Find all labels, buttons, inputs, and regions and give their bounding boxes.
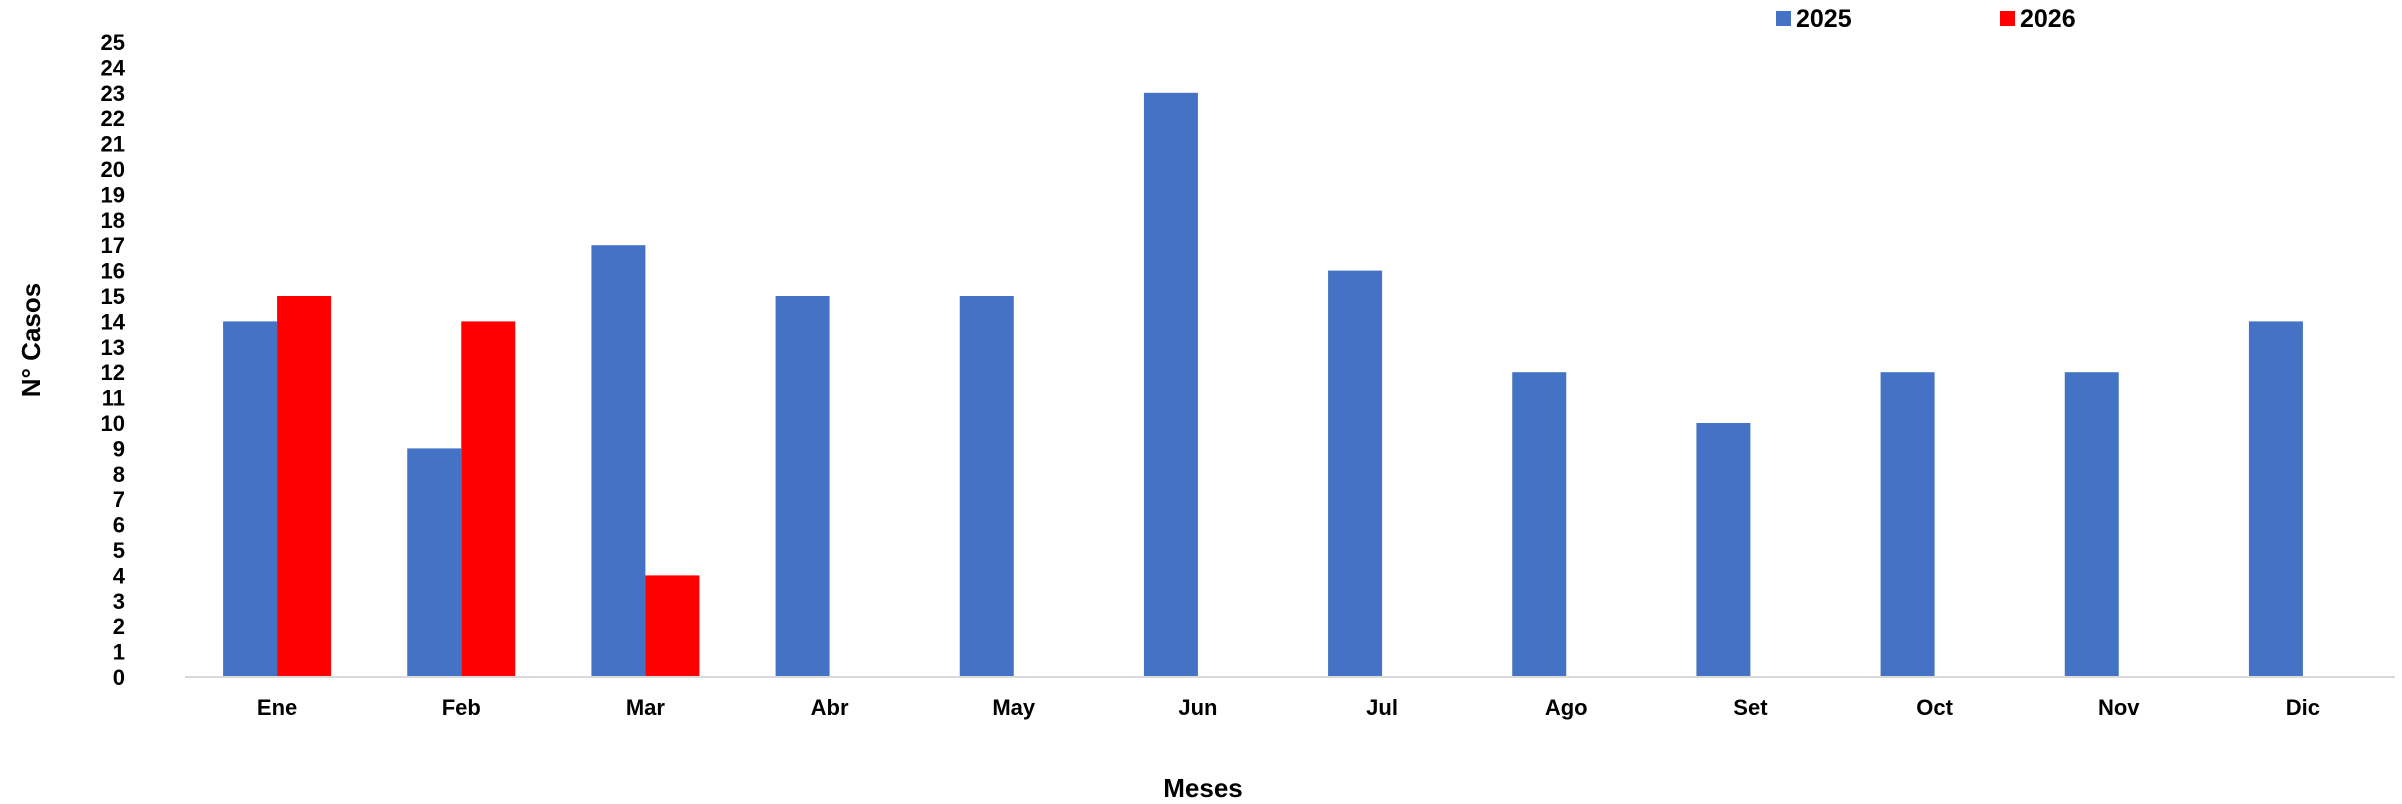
x-tick-label: Oct: [1916, 695, 1953, 720]
y-tick-label: 6: [113, 513, 125, 538]
bar-2025-dic: [2248, 321, 2303, 677]
y-tick-label: 11: [102, 386, 125, 411]
y-tick-label: 16: [101, 259, 125, 284]
x-tick-label: Dic: [2286, 695, 2320, 720]
bar-2025-feb: [407, 448, 462, 677]
y-tick-label: 22: [101, 106, 125, 131]
x-tick-label: Jun: [1178, 695, 1217, 720]
y-tick-label: 19: [101, 182, 125, 207]
bar-2025-may: [959, 296, 1014, 677]
y-tick-label: 23: [101, 81, 125, 106]
bars: [223, 92, 2303, 678]
x-tick-label: Set: [1733, 695, 1768, 720]
y-tick-label: 7: [113, 487, 125, 512]
y-tick-label: 13: [101, 335, 125, 360]
bar-2026-feb: [461, 321, 516, 677]
y-tick-label: 10: [101, 411, 125, 436]
bar-2025-set: [1696, 423, 1751, 677]
bar-2025-ago: [1512, 372, 1567, 677]
bar-2025-ene: [223, 321, 278, 677]
y-tick-label: 3: [113, 589, 125, 614]
x-axis-title: Meses: [1163, 773, 1243, 803]
y-tick-label: 4: [113, 563, 126, 588]
y-axis-ticks: 0123456789101112131415161718192021222324…: [101, 30, 126, 690]
bar-2025-mar: [591, 245, 646, 677]
x-tick-label: Nov: [2098, 695, 2140, 720]
y-tick-label: 17: [101, 233, 125, 258]
bar-2025-jun: [1143, 92, 1198, 678]
y-tick-label: 18: [101, 208, 125, 233]
y-tick-label: 12: [101, 360, 125, 385]
y-tick-label: 0: [113, 665, 125, 690]
y-tick-label: 15: [101, 284, 125, 309]
y-tick-label: 5: [113, 538, 125, 563]
y-tick-label: 1: [113, 640, 125, 665]
legend-swatch-2025: [1776, 11, 1791, 26]
y-tick-label: 2: [113, 614, 125, 639]
y-tick-label: 25: [101, 30, 125, 55]
bar-2026-ene: [277, 296, 332, 677]
x-axis-ticks: Ene Feb Mar Abr May Jun Jul Ago Set Oct Nov Dic: [257, 695, 2320, 720]
x-tick-label: Ago: [1545, 695, 1588, 720]
y-tick-label: 14: [101, 309, 126, 334]
y-tick-label: 24: [101, 55, 126, 80]
x-tick-label: May: [992, 695, 1036, 720]
x-tick-label: Jul: [1366, 695, 1398, 720]
x-tick-label: Feb: [442, 695, 481, 720]
x-tick-label: Ene: [257, 695, 297, 720]
bar-2025-nov: [2064, 372, 2119, 677]
y-axis-title: N° Casos: [16, 283, 46, 397]
bar-2025-abr: [775, 296, 830, 677]
legend: 2025 2026: [1776, 5, 2076, 33]
legend-label-2025: 2025: [1796, 5, 1852, 33]
y-tick-label: 9: [113, 436, 125, 461]
legend-swatch-2026: [2000, 11, 2015, 26]
bar-2025-oct: [1880, 372, 1935, 677]
y-tick-label: 20: [101, 157, 125, 182]
bar-2025-jul: [1328, 270, 1383, 677]
x-tick-label: Abr: [811, 695, 849, 720]
bar-2026-mar: [645, 575, 700, 677]
legend-label-2026: 2026: [2020, 5, 2076, 33]
y-tick-label: 8: [113, 462, 125, 487]
y-tick-label: 21: [101, 132, 125, 157]
x-tick-label: Mar: [626, 695, 666, 720]
